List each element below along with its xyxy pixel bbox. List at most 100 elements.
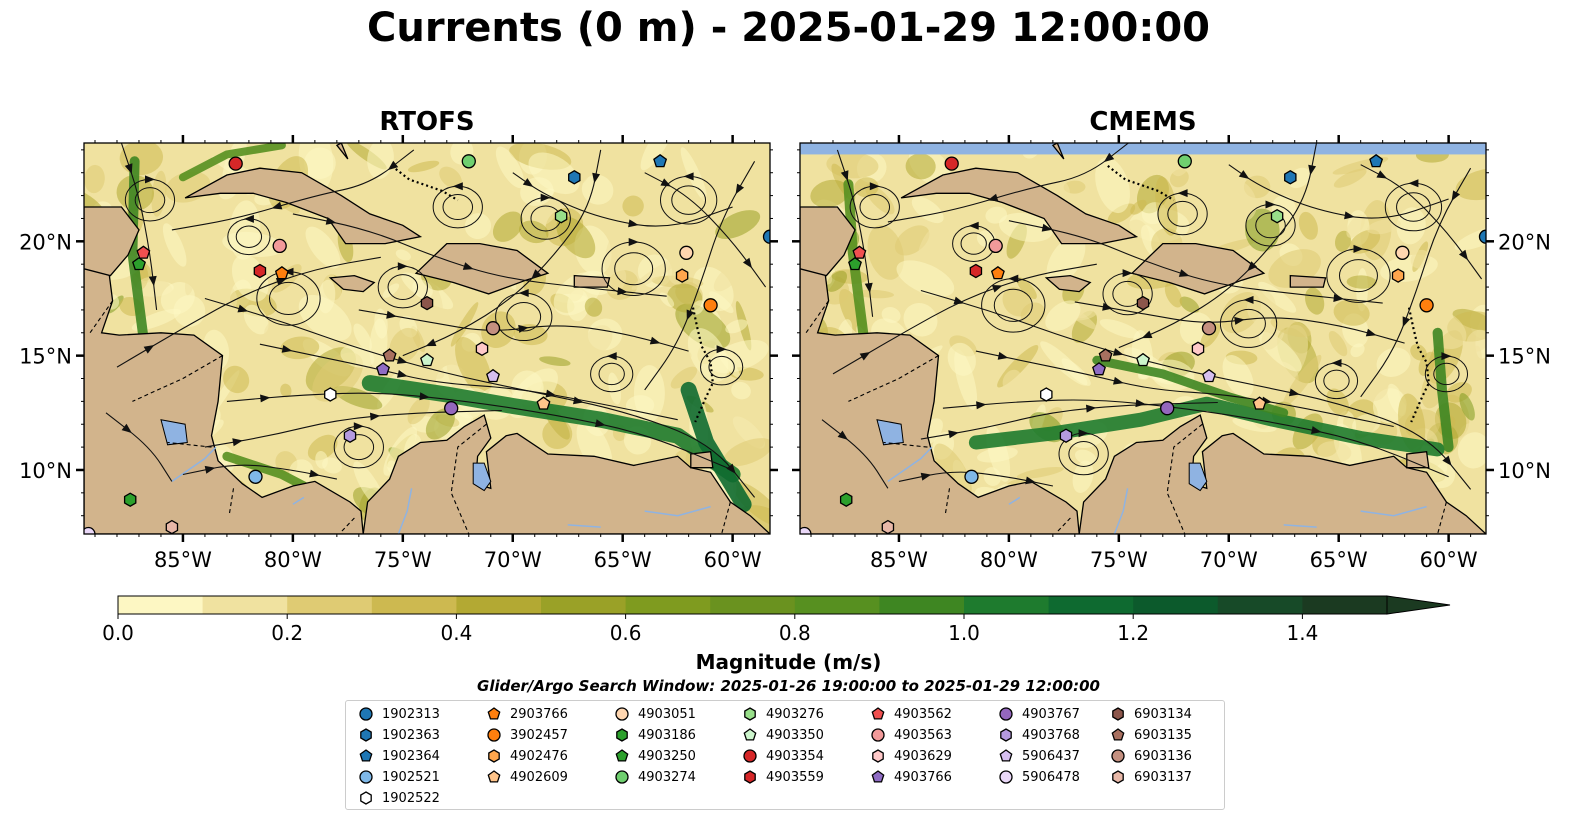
stream-arrow	[425, 338, 437, 347]
streamline	[644, 172, 767, 288]
stream-arrow	[660, 178, 672, 187]
eddie-streamline	[1112, 280, 1143, 307]
stream-arrow	[232, 438, 243, 447]
country-border	[450, 423, 487, 534]
legend-item-4903559: 4903559	[742, 767, 824, 787]
eddie-streamline	[1396, 192, 1431, 222]
panel-title-rtofs: RTOFS	[379, 107, 475, 137]
eddie-streamline	[343, 434, 375, 461]
pentagon-marker-icon	[487, 707, 501, 720]
lon-tick-label: 80°W	[980, 548, 1038, 572]
circle-marker-icon	[743, 749, 757, 763]
legend-label: 1902364	[382, 748, 440, 764]
legend-label: 4903051	[638, 706, 696, 722]
eddie-streamline	[993, 288, 1033, 322]
stream-arrow	[281, 344, 293, 353]
stream-arrow	[148, 275, 157, 287]
float-2903766	[274, 265, 289, 280]
legend-item-4903186: 4903186	[614, 725, 696, 745]
eddie-streamline	[708, 355, 735, 379]
river	[887, 446, 933, 483]
stream-arrow	[840, 170, 849, 181]
streamline	[920, 401, 1218, 440]
legend-item-4903768: 4903768	[998, 725, 1080, 745]
float-1902522	[324, 387, 337, 402]
map-frame	[83, 142, 771, 535]
float-6903136	[485, 321, 501, 336]
float-1902521	[248, 469, 263, 484]
stream-arrow	[953, 296, 965, 305]
colorbar-segment	[710, 596, 796, 614]
eddie-streamline	[506, 302, 542, 332]
river	[171, 446, 217, 483]
hexagon-marker-icon	[1112, 770, 1124, 784]
float-4903766	[1092, 362, 1106, 376]
river	[1283, 524, 1317, 528]
stream-arrow	[243, 214, 254, 223]
stream-arrow	[1243, 295, 1254, 304]
float-4902609	[1252, 396, 1267, 410]
stream-arrow	[462, 262, 474, 270]
stream-arrow	[1265, 200, 1276, 209]
legend-item-1902313: 1902313	[358, 704, 440, 724]
circle-marker-icon	[615, 707, 629, 721]
stream-arrow	[976, 401, 987, 410]
lon-tick-label: 75°W	[1090, 548, 1148, 572]
float-1902364	[653, 153, 668, 168]
country-border	[228, 488, 235, 516]
colorbar-tick-label: 0.2	[271, 621, 303, 645]
lake-maracaibo	[472, 462, 492, 492]
eddie-streamline	[1338, 259, 1378, 293]
hexagon-marker-icon	[360, 728, 372, 742]
float-3902457	[1419, 298, 1434, 313]
land-puertorico	[1289, 274, 1327, 288]
pentagon-marker-icon	[871, 770, 885, 783]
colorbar: 0.0 0.2 0.4 0.6 0.8 1.0 1.2 1.4	[102, 595, 1451, 645]
eddie-streamline	[1231, 308, 1266, 339]
legend-label: 4902476	[510, 748, 568, 764]
island-chain	[691, 307, 714, 423]
stream-arrow	[275, 278, 287, 286]
float-4903250	[132, 256, 146, 271]
country-border	[721, 501, 731, 534]
streamline	[920, 289, 1472, 490]
stream-arrow	[369, 412, 381, 421]
legend-item-2903766: 2903766	[486, 704, 568, 724]
circle-marker-icon	[615, 770, 629, 784]
colorbar-segment	[1133, 596, 1219, 614]
river	[1008, 496, 1021, 505]
stream-arrow	[419, 392, 430, 401]
float-4903051	[1395, 245, 1410, 260]
pentagon-marker-icon	[359, 749, 373, 762]
colorbar-tick-label: 1.2	[1117, 621, 1149, 645]
stream-arrow	[1122, 269, 1133, 278]
stream-arrow	[1442, 455, 1452, 466]
lat-tick-label: 20°N	[19, 230, 72, 254]
stream-arrow	[1234, 316, 1245, 325]
stream-arrow	[518, 289, 529, 297]
land-bahamas1	[335, 143, 349, 160]
stream-arrow	[1402, 316, 1411, 328]
streamlines	[821, 143, 1483, 490]
current-band	[1432, 327, 1454, 453]
legend-label: 4903629	[894, 748, 952, 764]
legend-label: 4903766	[894, 769, 952, 785]
colorbar-segment	[1302, 596, 1388, 614]
colorbar-segment	[541, 596, 627, 614]
stream-arrow	[1177, 189, 1188, 198]
stream-arrow	[325, 216, 337, 225]
eddie-streamline	[960, 232, 987, 255]
colorbar-tick-label: 1.0	[948, 621, 980, 645]
eddie-streamline	[1255, 212, 1286, 239]
land-hispaniola	[1130, 242, 1266, 295]
stream-arrow	[121, 423, 132, 434]
land-southamerica	[1078, 414, 1486, 534]
float-1902521	[964, 469, 979, 484]
colorbar-tick-label: 0.6	[610, 621, 642, 645]
river	[1360, 505, 1427, 517]
river	[397, 488, 413, 534]
float-4903274	[1177, 154, 1192, 169]
legend-item-6903135: 6903135	[1110, 725, 1192, 745]
float-4903186	[123, 492, 137, 507]
stream-arrow	[1178, 269, 1190, 277]
